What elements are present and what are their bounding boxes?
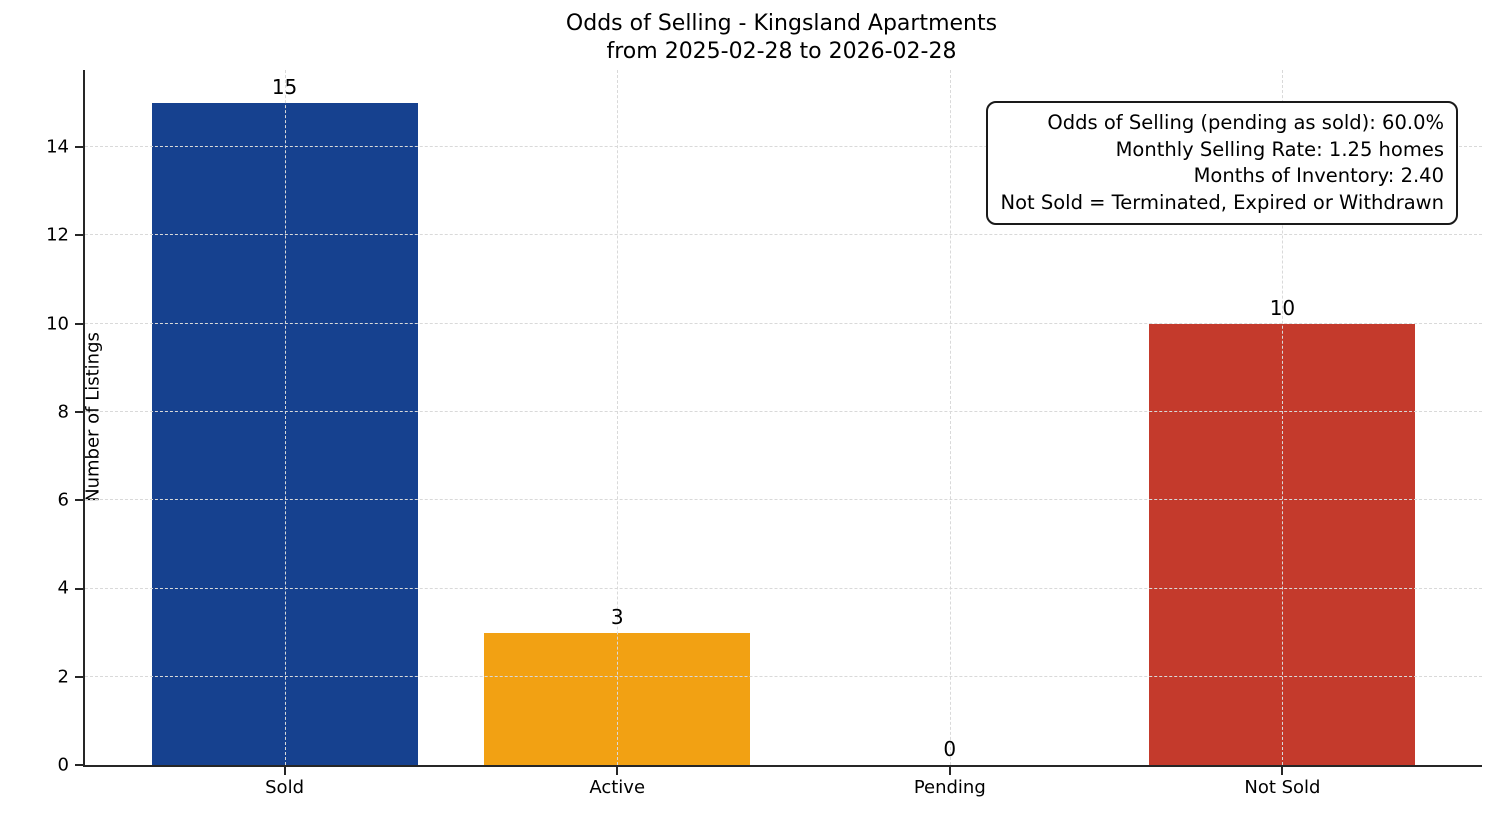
- y-tick-mark: [75, 146, 83, 149]
- y-tick-label: 10: [46, 313, 69, 335]
- y-tick-mark: [75, 499, 83, 502]
- y-tick-mark: [75, 322, 83, 325]
- y-tick-label: 4: [57, 577, 69, 599]
- y-tick-mark: [75, 587, 83, 590]
- annotation-box: Odds of Selling (pending as sold): 60.0%…: [986, 101, 1458, 225]
- x-tick-label-pending: Pending: [913, 777, 986, 798]
- y-tick-label: 6: [57, 489, 69, 511]
- chart-title: Odds of Selling - Kingsland Apartments: [565, 11, 998, 36]
- annotation-line-odds: Odds of Selling (pending as sold): 60.0%: [1047, 111, 1444, 134]
- x-tick-mark: [948, 767, 951, 775]
- chart-title-block: Odds of Selling - Kingsland Apartments f…: [83, 10, 1480, 66]
- y-tick-mark: [75, 675, 83, 678]
- bar-value-label: 10: [1269, 295, 1296, 320]
- bar-value-label: 0: [943, 737, 957, 761]
- y-tick-label: 12: [46, 224, 69, 246]
- x-tick-label-active: Active: [589, 777, 646, 798]
- y-tick-label: 8: [57, 401, 69, 423]
- bar-active: [484, 632, 751, 765]
- chart-subtitle: from 2025-02-28 to 2026-02-28: [606, 39, 957, 64]
- x-tick-mark: [1281, 767, 1284, 775]
- y-tick-label: 2: [57, 666, 69, 688]
- x-tick-label-not-sold: Not Sold: [1244, 777, 1321, 798]
- bar-value-label: 15: [271, 75, 298, 100]
- y-tick-mark: [75, 764, 83, 766]
- y-tick-label: 14: [46, 136, 69, 158]
- annotation-line-monthly-rate: Monthly Selling Rate: 1.25 homes: [1115, 137, 1444, 161]
- bar-sold: [151, 103, 418, 765]
- x-tick-mark: [616, 767, 619, 775]
- y-tick-mark: [75, 410, 83, 413]
- bar-not-sold: [1149, 323, 1416, 765]
- x-tick-label-sold: Sold: [265, 777, 304, 798]
- annotation-line-months-inventory: Months of Inventory: 2.40: [1193, 164, 1444, 187]
- x-tick-mark: [283, 767, 286, 775]
- gridline-vertical: [949, 70, 951, 765]
- annotation-line-not-sold-definition: Not Sold = Terminated, Expired or Withdr…: [1000, 190, 1444, 214]
- bar-value-label: 3: [610, 604, 624, 629]
- y-tick-label: 0: [57, 754, 69, 776]
- y-tick-mark: [75, 234, 83, 237]
